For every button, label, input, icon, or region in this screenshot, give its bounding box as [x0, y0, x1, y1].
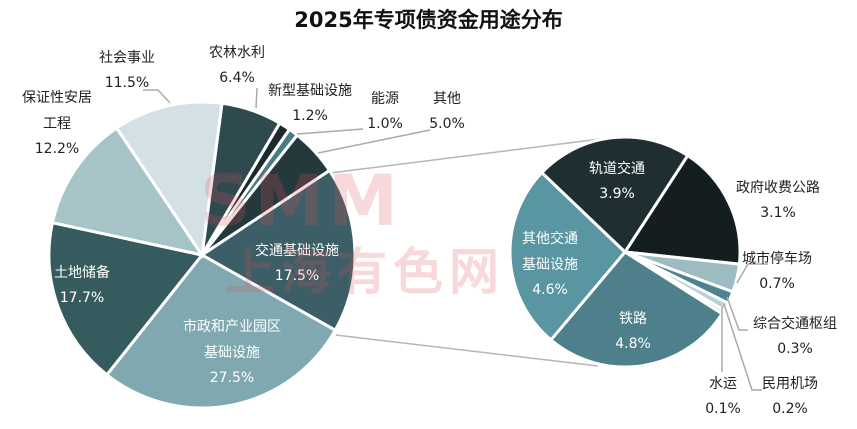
leader-line-4	[736, 263, 768, 284]
secondary-slice-value: 0.1%	[705, 401, 741, 417]
main-slice-name: 保证性安居	[22, 90, 92, 106]
main-slice-name: 农林水利	[209, 45, 265, 61]
main-slice-value: 5.0%	[429, 116, 465, 132]
secondary-slice-value: 4.8%	[615, 336, 651, 352]
main-slice-value: 1.0%	[367, 116, 403, 132]
main-slice-value: 17.5%	[274, 268, 320, 284]
secondary-slice-name: 综合交通枢组	[753, 316, 837, 332]
leader-line-3	[317, 129, 431, 154]
secondary-slice-value: 0.3%	[777, 341, 813, 357]
main-slice-name: 新型基础设施	[268, 83, 352, 99]
secondary-slice-name: 城市停车场	[742, 251, 812, 267]
secondary-slice-name: 其他交通	[522, 231, 578, 247]
main-pie-slice-5	[104, 253, 338, 410]
connector-line-top	[329, 138, 601, 174]
main-slice-value: 6.4%	[219, 70, 255, 86]
leader-line-1	[255, 87, 258, 109]
main-slice-name: 交通基础设施	[255, 243, 339, 259]
main-pie-slice-4	[199, 168, 357, 333]
secondary-pie-slice-7	[539, 135, 690, 255]
main-slice-value: 12.2%	[34, 141, 80, 157]
leader-line-0	[143, 89, 171, 104]
main-slice-value: 27.5%	[209, 370, 255, 386]
main-pie-slice-7	[50, 125, 206, 258]
main-slice-name: 市政和产业园区	[183, 319, 281, 335]
main-pie-slice-6	[47, 220, 205, 377]
connector-line-bottom	[335, 334, 599, 367]
main-slice-value: 1.2%	[292, 108, 328, 124]
secondary-slice-value: 3.9%	[599, 186, 635, 202]
main-pie-slice-8	[114, 100, 224, 260]
secondary-slice-value: 4.6%	[532, 282, 568, 298]
secondary-slice-value: 0.2%	[772, 401, 808, 417]
secondary-slice-name: 水运	[709, 376, 737, 392]
secondary-slice-name: 民用机场	[762, 376, 818, 392]
secondary-pie-slice-5	[548, 250, 725, 369]
chart-title: 2025年专项债资金用途分布	[294, 8, 563, 32]
secondary-slice-name: 轨道交通	[589, 161, 645, 177]
main-slice-name: 能源	[371, 91, 399, 107]
secondary-slice-name: 铁路	[619, 311, 647, 327]
main-slice-value: 11.5%	[104, 75, 150, 91]
main-slice-value: 17.7%	[59, 290, 105, 306]
secondary-pie-slice-6	[508, 170, 628, 343]
secondary-slice-value: 0.7%	[759, 276, 795, 292]
secondary-pie-slice-0	[622, 153, 742, 266]
main-slice-name: 土地储备	[54, 265, 110, 281]
main-slice-name: 其他	[433, 91, 461, 107]
secondary-slice-name: 基础设施	[522, 257, 578, 273]
leader-line-5	[726, 296, 748, 331]
secondary-slice-value: 3.1%	[760, 205, 796, 221]
main-slice-name: 工程	[43, 116, 71, 132]
secondary-slice-name: 政府收费公路	[736, 180, 820, 196]
main-slice-name: 社会事业	[99, 50, 155, 66]
leader-line-6	[723, 303, 762, 391]
leader-line-2	[296, 128, 364, 135]
main-slice-name: 基础设施	[204, 345, 260, 361]
